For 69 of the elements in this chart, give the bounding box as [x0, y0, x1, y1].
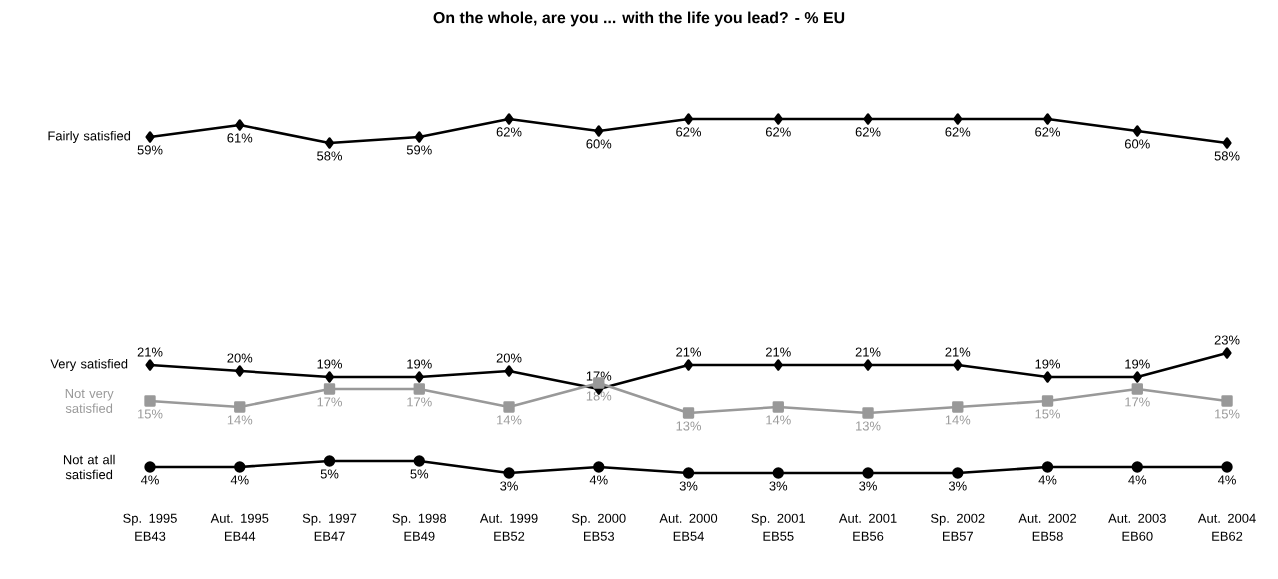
data-label: 4% [140, 475, 159, 485]
data-label: 58% [1214, 151, 1240, 161]
data-label: 14% [945, 415, 971, 425]
data-label: 3% [500, 481, 518, 491]
chart-title: On the whole, are you ... with the life you lead? - % EU [433, 11, 845, 27]
x-tick-label: Aut. 2001 EB56 [838, 513, 897, 541]
data-label: 19% [1035, 359, 1061, 369]
series-label: Very satisfied [50, 358, 128, 372]
x-tick-label: Aut. 2000 EB54 [659, 513, 718, 541]
x-tick-label: Sp. 2001 EB55 [751, 513, 805, 541]
data-label: 13% [856, 421, 881, 431]
data-label: 59% [137, 145, 163, 155]
data-label: 62% [1035, 127, 1061, 137]
data-label: 61% [227, 133, 253, 143]
data-label: 14% [497, 415, 522, 425]
data-label: 58% [317, 151, 342, 161]
data-label: 59% [406, 145, 432, 155]
x-tick-label: Sp. 1998 EB49 [392, 513, 447, 541]
data-label: 62% [676, 127, 701, 137]
data-label: 62% [945, 127, 971, 137]
data-label: 21% [137, 347, 163, 357]
x-tick-label: Sp. 2002 EB57 [931, 513, 985, 541]
data-label: 21% [765, 347, 791, 357]
data-label: 4% [1128, 475, 1147, 485]
x-tick-label: Aut. 2003 EB60 [1108, 513, 1166, 541]
data-label: 60% [1124, 139, 1150, 149]
data-label: 15% [1035, 409, 1061, 419]
data-label: 17% [317, 397, 342, 407]
x-tick-label: Aut. 2002 EB58 [1018, 513, 1077, 541]
x-tick-label: Sp. 1997 EB47 [302, 513, 357, 541]
data-label: 4% [1217, 475, 1236, 485]
series-label: Fairly satisfied [48, 130, 131, 143]
data-label: 14% [227, 415, 253, 425]
data-label: 3% [859, 481, 877, 491]
data-label: 19% [407, 359, 432, 369]
data-label: 3% [769, 481, 788, 491]
text: Not at all satisfied [63, 454, 115, 480]
x-tick-label: Sp. 1995 EB43 [123, 513, 177, 541]
data-label: 62% [496, 127, 522, 137]
data-label: 23% [1214, 335, 1240, 345]
data-label: 21% [855, 347, 881, 357]
data-label: 15% [1215, 409, 1240, 419]
data-label: 13% [676, 421, 701, 431]
data-label: 18% [586, 391, 612, 401]
data-label: 4% [589, 475, 608, 485]
data-label: 20% [227, 353, 253, 363]
data-label: 21% [676, 347, 701, 357]
data-label: 19% [317, 359, 342, 369]
x-tick-label: Aut. 2004 EB62 [1197, 513, 1256, 541]
data-label: 15% [138, 409, 163, 419]
data-label: 5% [320, 469, 339, 479]
data-label: 5% [410, 469, 429, 479]
data-label: 62% [765, 127, 791, 137]
data-label: 4% [230, 475, 249, 485]
data-label: 3% [948, 481, 967, 491]
data-label: 3% [679, 481, 698, 491]
x-tick-label: Aut. 1999 EB52 [479, 513, 538, 541]
data-label: 4% [1038, 475, 1057, 485]
data-label: 19% [1125, 359, 1150, 369]
data-label: 21% [945, 347, 971, 357]
text: Not very satisfied [65, 388, 114, 413]
data-label: 14% [766, 415, 791, 425]
data-label: 20% [496, 353, 522, 363]
data-label: 62% [855, 127, 881, 137]
data-label: 17% [1125, 397, 1150, 407]
x-tick-label: Sp. 2000 EB53 [572, 513, 626, 541]
data-label: 60% [586, 139, 612, 149]
data-label: 17% [407, 397, 432, 407]
x-tick-label: Aut. 1995 EB44 [210, 513, 269, 541]
